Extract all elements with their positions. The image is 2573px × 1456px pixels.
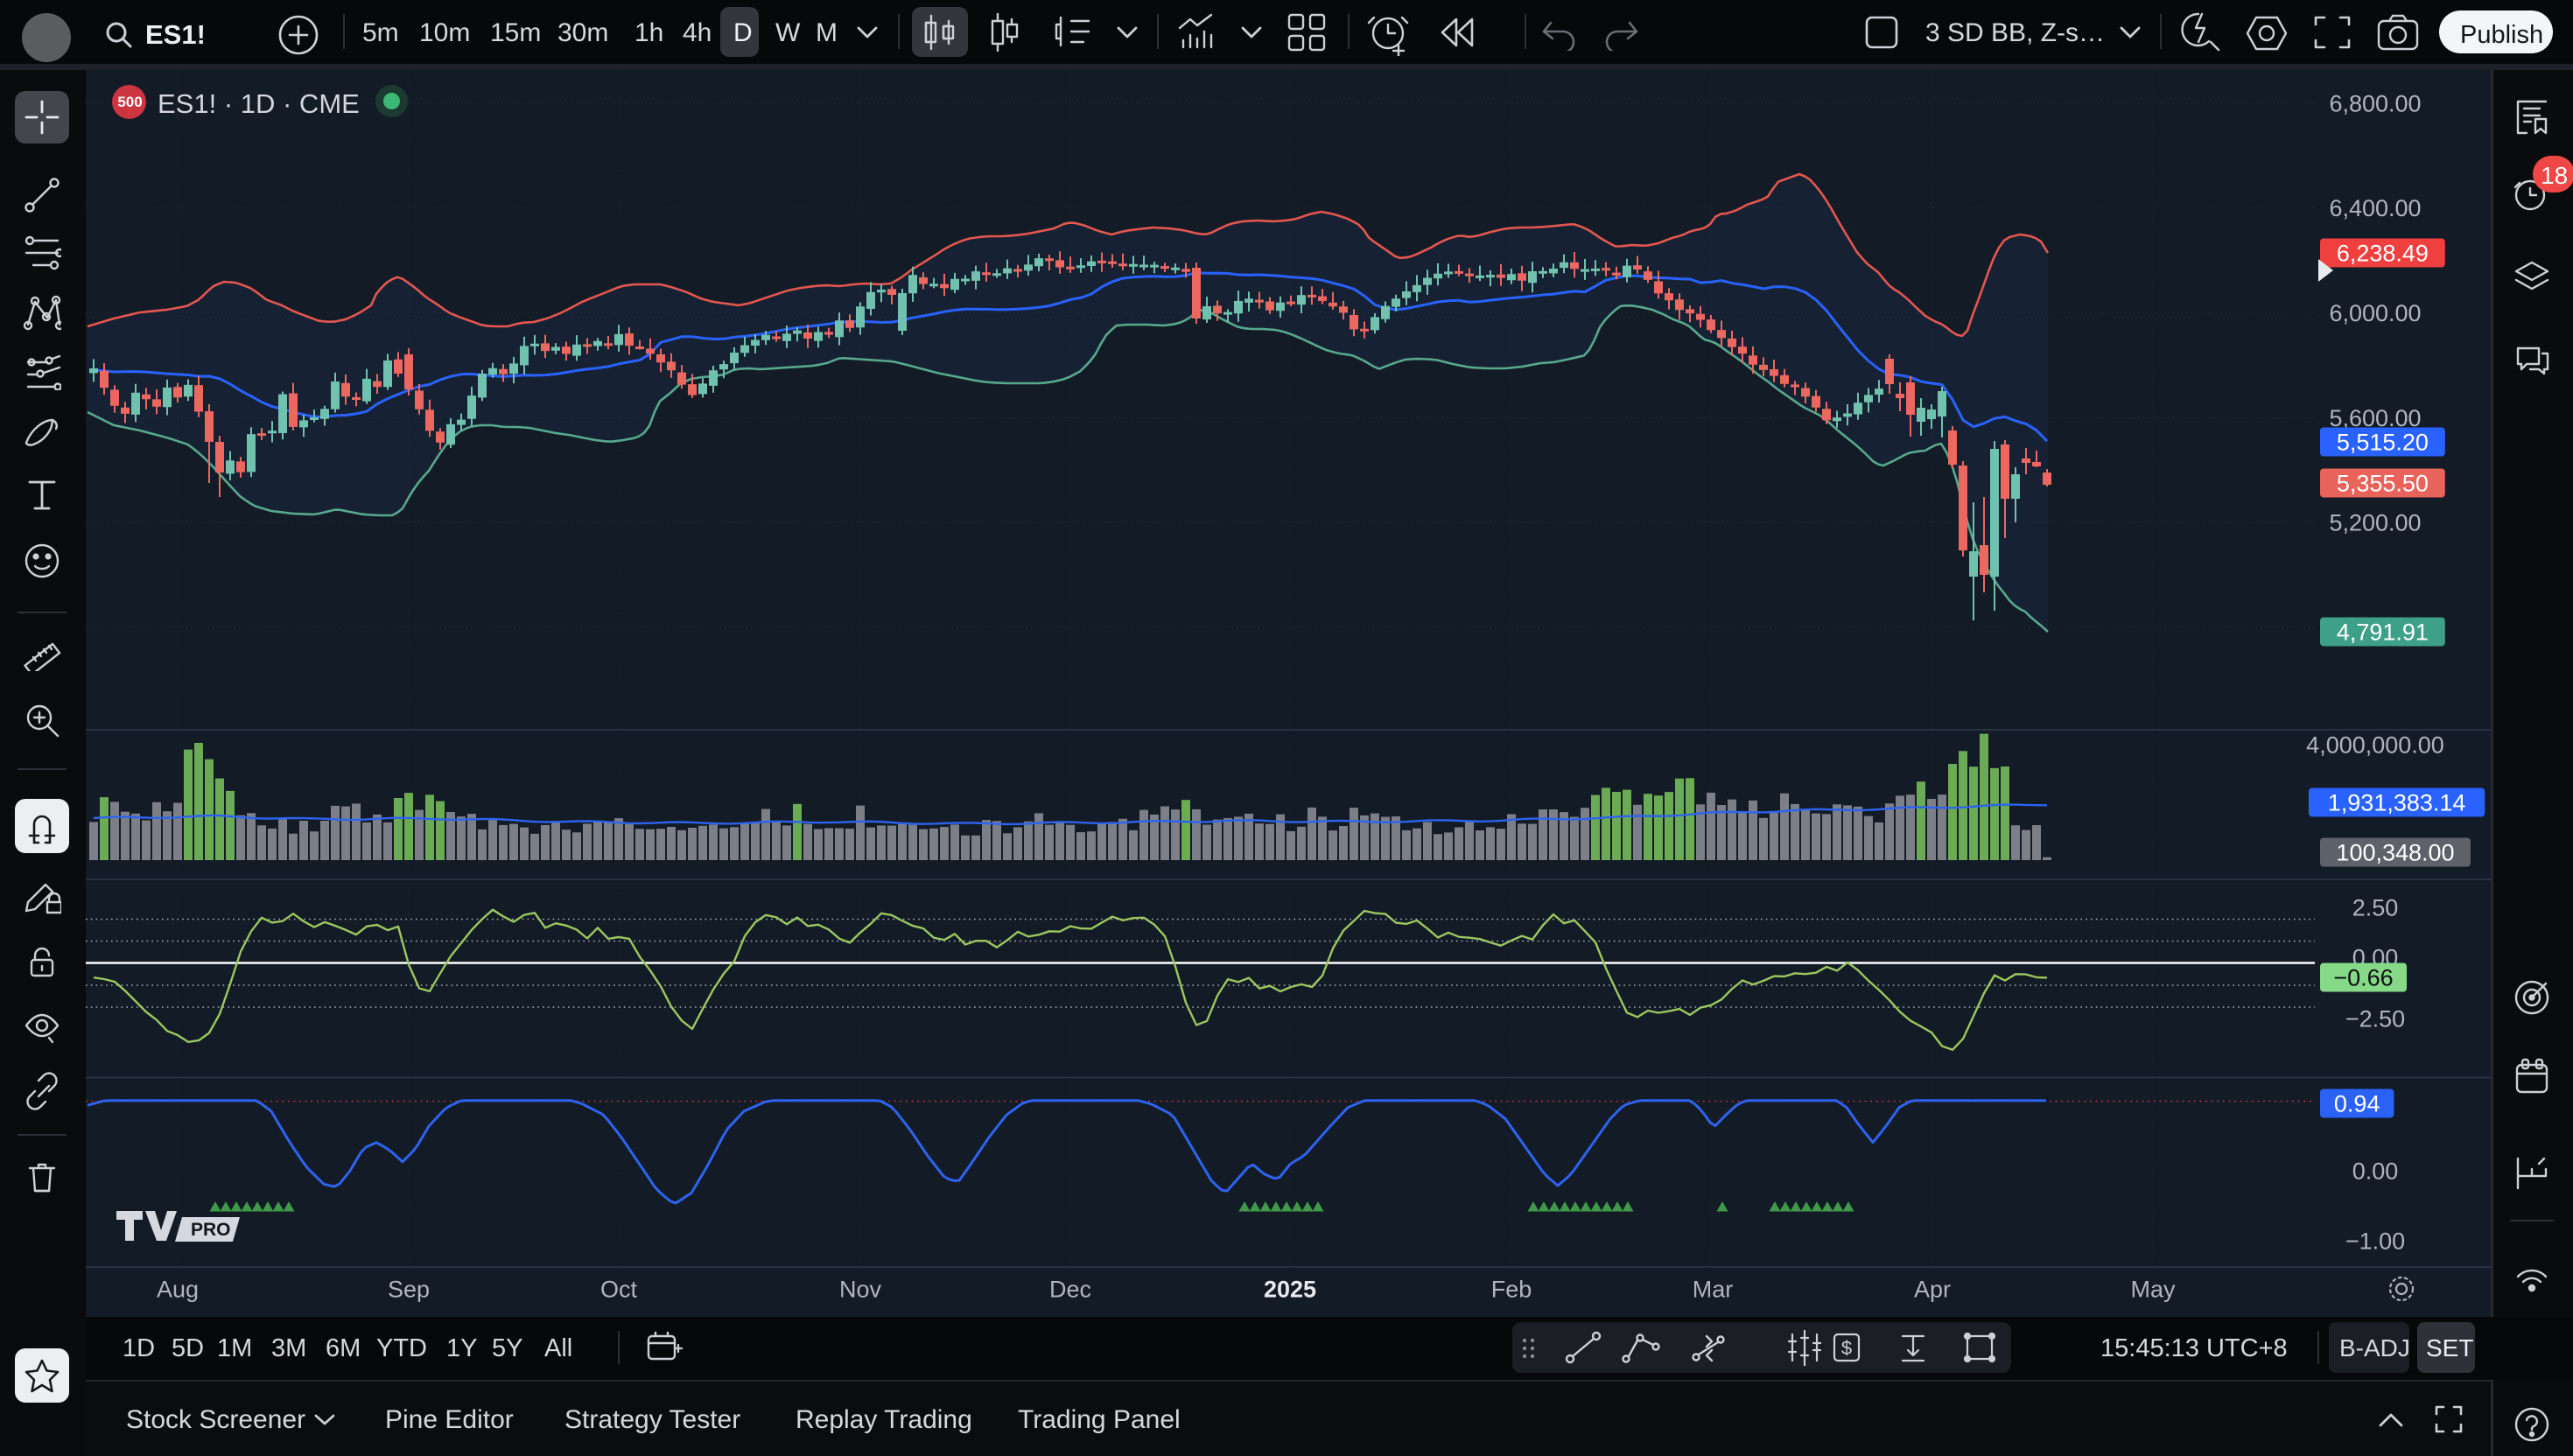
svg-text:−1.00: −1.00 [2345,1228,2405,1255]
svg-text:6,238.49: 6,238.49 [2337,241,2429,267]
svg-text:6,000.00: 6,000.00 [2329,300,2421,326]
svg-text:5,200.00: 5,200.00 [2329,510,2421,536]
svg-text:1,931,383.14: 1,931,383.14 [2328,790,2466,816]
svg-text:−0.66: −0.66 [2333,965,2393,991]
svg-text:Nov: Nov [839,1277,882,1303]
svg-text:Feb: Feb [1491,1277,1532,1303]
svg-text:5,515.20: 5,515.20 [2337,430,2429,456]
svg-text:May: May [2130,1277,2176,1303]
svg-text:Mar: Mar [1693,1277,1734,1303]
svg-text:Aug: Aug [157,1277,199,1303]
svg-text:$: $ [1841,1337,1852,1359]
svg-text:4,791.91: 4,791.91 [2337,620,2429,646]
svg-text:100,348.00: 100,348.00 [2336,840,2454,866]
svg-text:2025: 2025 [1264,1277,1316,1303]
svg-text:Apr: Apr [1914,1277,1951,1303]
svg-text:6,800.00: 6,800.00 [2329,91,2421,117]
svg-text:0.00: 0.00 [2352,1158,2399,1185]
svg-text:Sep: Sep [388,1277,430,1303]
svg-text:−2.50: −2.50 [2345,1006,2405,1032]
svg-text:Oct: Oct [600,1277,638,1303]
svg-text:6,400.00: 6,400.00 [2329,195,2421,221]
svg-text:4,000,000.00: 4,000,000.00 [2306,732,2444,759]
svg-text:PRO: PRO [191,1220,231,1240]
svg-text:5,355.50: 5,355.50 [2337,471,2429,497]
svg-text:5,600.00: 5,600.00 [2329,405,2421,431]
svg-text:2.50: 2.50 [2352,895,2399,921]
svg-text:Dec: Dec [1049,1277,1091,1303]
svg-text:0.94: 0.94 [2334,1091,2380,1117]
